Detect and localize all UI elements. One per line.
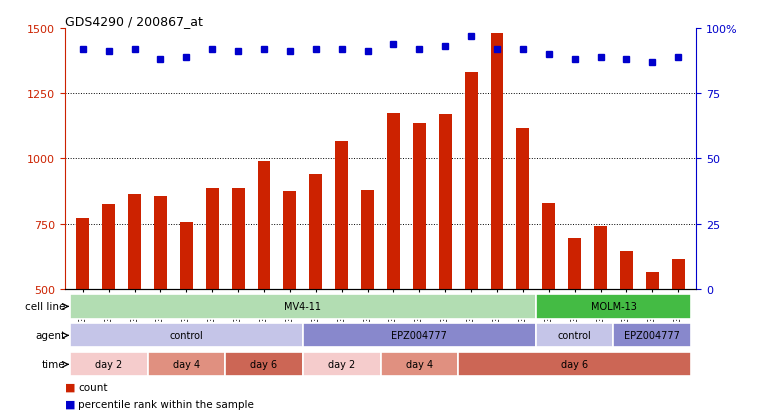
Text: GDS4290 / 200867_at: GDS4290 / 200867_at: [65, 15, 202, 28]
Bar: [646, 272, 659, 289]
Bar: [380, 352, 458, 377]
Text: count: count: [78, 382, 108, 392]
Bar: [154, 197, 167, 289]
Text: percentile rank within the sample: percentile rank within the sample: [78, 399, 254, 408]
Text: day 6: day 6: [561, 359, 588, 370]
Text: day 4: day 4: [406, 359, 433, 370]
Bar: [70, 352, 148, 377]
Text: cell line: cell line: [25, 301, 65, 312]
Bar: [613, 323, 691, 348]
Bar: [439, 115, 452, 289]
Bar: [225, 352, 303, 377]
Bar: [180, 223, 193, 289]
Bar: [517, 129, 530, 289]
Bar: [413, 124, 426, 289]
Text: ■: ■: [65, 399, 75, 408]
Bar: [568, 238, 581, 289]
Bar: [102, 204, 115, 289]
Bar: [536, 323, 613, 348]
Bar: [620, 252, 633, 289]
Bar: [76, 219, 89, 289]
Bar: [303, 352, 380, 377]
Bar: [458, 352, 691, 377]
Bar: [387, 114, 400, 289]
Bar: [465, 73, 478, 289]
Bar: [283, 192, 296, 289]
Bar: [70, 323, 303, 348]
Bar: [70, 294, 536, 319]
Text: day 4: day 4: [173, 359, 200, 370]
Bar: [231, 189, 244, 289]
Text: MOLM-13: MOLM-13: [591, 301, 636, 312]
Text: control: control: [170, 330, 203, 341]
Bar: [672, 259, 685, 289]
Text: day 6: day 6: [250, 359, 278, 370]
Text: ■: ■: [65, 382, 75, 392]
Text: time: time: [42, 359, 65, 370]
Text: MV4-11: MV4-11: [285, 301, 321, 312]
Bar: [335, 142, 348, 289]
Text: day 2: day 2: [95, 359, 123, 370]
Bar: [309, 175, 322, 289]
Bar: [303, 323, 536, 348]
Bar: [361, 190, 374, 289]
Bar: [543, 203, 556, 289]
Text: EPZ004777: EPZ004777: [624, 330, 680, 341]
Text: agent: agent: [35, 330, 65, 341]
Bar: [205, 189, 218, 289]
Bar: [491, 34, 504, 289]
Text: EPZ004777: EPZ004777: [391, 330, 447, 341]
Bar: [536, 294, 691, 319]
Text: day 2: day 2: [328, 359, 355, 370]
Bar: [148, 352, 225, 377]
Bar: [257, 161, 270, 289]
Text: control: control: [558, 330, 591, 341]
Bar: [594, 227, 607, 289]
Bar: [128, 194, 141, 289]
